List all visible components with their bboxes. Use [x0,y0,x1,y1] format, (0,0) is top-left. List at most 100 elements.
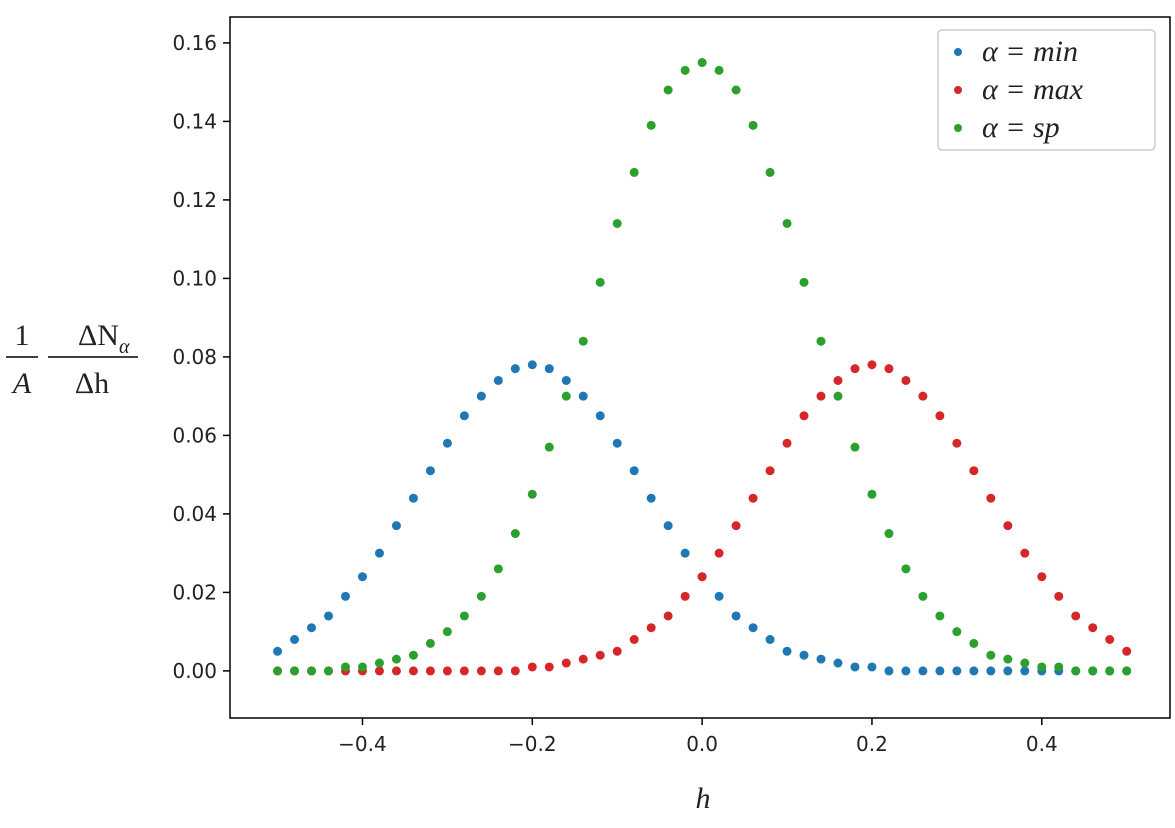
data-point [374,548,384,558]
data-point [595,411,605,421]
data-point [986,650,996,660]
y-tick-label: 0.16 [172,31,217,55]
plot-frame [229,16,1171,719]
y-label-part: ΔN [78,319,119,352]
data-point [816,391,826,401]
data-point [935,611,945,621]
data-point [918,591,928,601]
y-label-part: 1 [15,319,30,352]
data-point [391,666,401,676]
data-point [493,564,503,574]
data-point [952,438,962,448]
data-point [833,391,843,401]
data-point [901,564,911,574]
legend-marker [954,48,962,56]
data-point [969,466,979,476]
data-point [578,336,588,346]
data-point [731,611,741,621]
data-point [986,493,996,503]
data-point [867,489,877,499]
x-tick-label: 0.0 [686,732,718,756]
data-point [646,623,656,633]
data-point [544,364,554,374]
data-point [935,666,945,676]
data-point [510,666,520,676]
data-point [425,638,435,648]
y-label-part: Δh [75,367,109,400]
y-label-part: A [11,367,32,400]
data-point [1020,548,1030,558]
data-point [612,646,622,656]
data-point [1003,521,1013,531]
data-point [544,662,554,672]
data-point [714,548,724,558]
data-point [1105,635,1115,645]
data-point [697,58,707,68]
data-point [442,627,452,637]
y-tick-label: 0.00 [172,659,217,683]
data-point [476,391,486,401]
legend-label: α = min [982,35,1078,68]
data-point [629,466,639,476]
x-axis-label: h [696,782,711,815]
data-point [1071,666,1081,676]
data-point [357,572,367,582]
data-point [1122,646,1132,656]
data-point [680,548,690,558]
y-tick-label: 0.12 [172,188,217,212]
data-point [561,375,571,385]
data-point [765,167,775,177]
data-point [527,360,537,370]
data-point [952,666,962,676]
y-tick-label: 0.10 [172,266,217,290]
data-point [1071,611,1081,621]
data-point [799,277,809,287]
data-point [374,658,384,668]
x-tick-label: −0.2 [508,732,557,756]
data-point [595,277,605,287]
data-point [1088,666,1098,676]
data-point [816,336,826,346]
data-point [867,662,877,672]
legend-marker [954,86,962,94]
data-point [850,662,860,672]
data-point [952,627,962,637]
data-point [680,65,690,75]
data-point [731,521,741,531]
data-point [731,85,741,95]
data-point [324,666,334,676]
y-tick-label: 0.04 [172,502,217,526]
data-point [425,466,435,476]
data-point [748,623,758,633]
data-point [1003,666,1013,676]
data-point [578,654,588,664]
data-point [765,635,775,645]
data-point [850,442,860,452]
data-point [324,611,334,621]
data-point [1037,572,1047,582]
legend-label: α = sp [982,111,1060,144]
data-point [969,666,979,676]
data-point [833,375,843,385]
data-point [544,442,554,452]
data-point [493,666,503,676]
data-point [901,375,911,385]
data-point [273,666,283,676]
legend-label: α = max [982,73,1084,106]
data-point [663,85,673,95]
data-point [714,65,724,75]
y-tick-label: 0.06 [172,423,217,447]
x-tick-label: 0.2 [856,732,888,756]
data-point [290,666,300,676]
legend-box [937,29,1156,151]
data-point [442,438,452,448]
data-point [714,591,724,601]
data-point [629,167,639,177]
data-point [408,650,418,660]
data-point [340,662,350,672]
data-point [527,662,537,672]
data-point [663,521,673,531]
data-point [748,120,758,130]
data-point [391,521,401,531]
